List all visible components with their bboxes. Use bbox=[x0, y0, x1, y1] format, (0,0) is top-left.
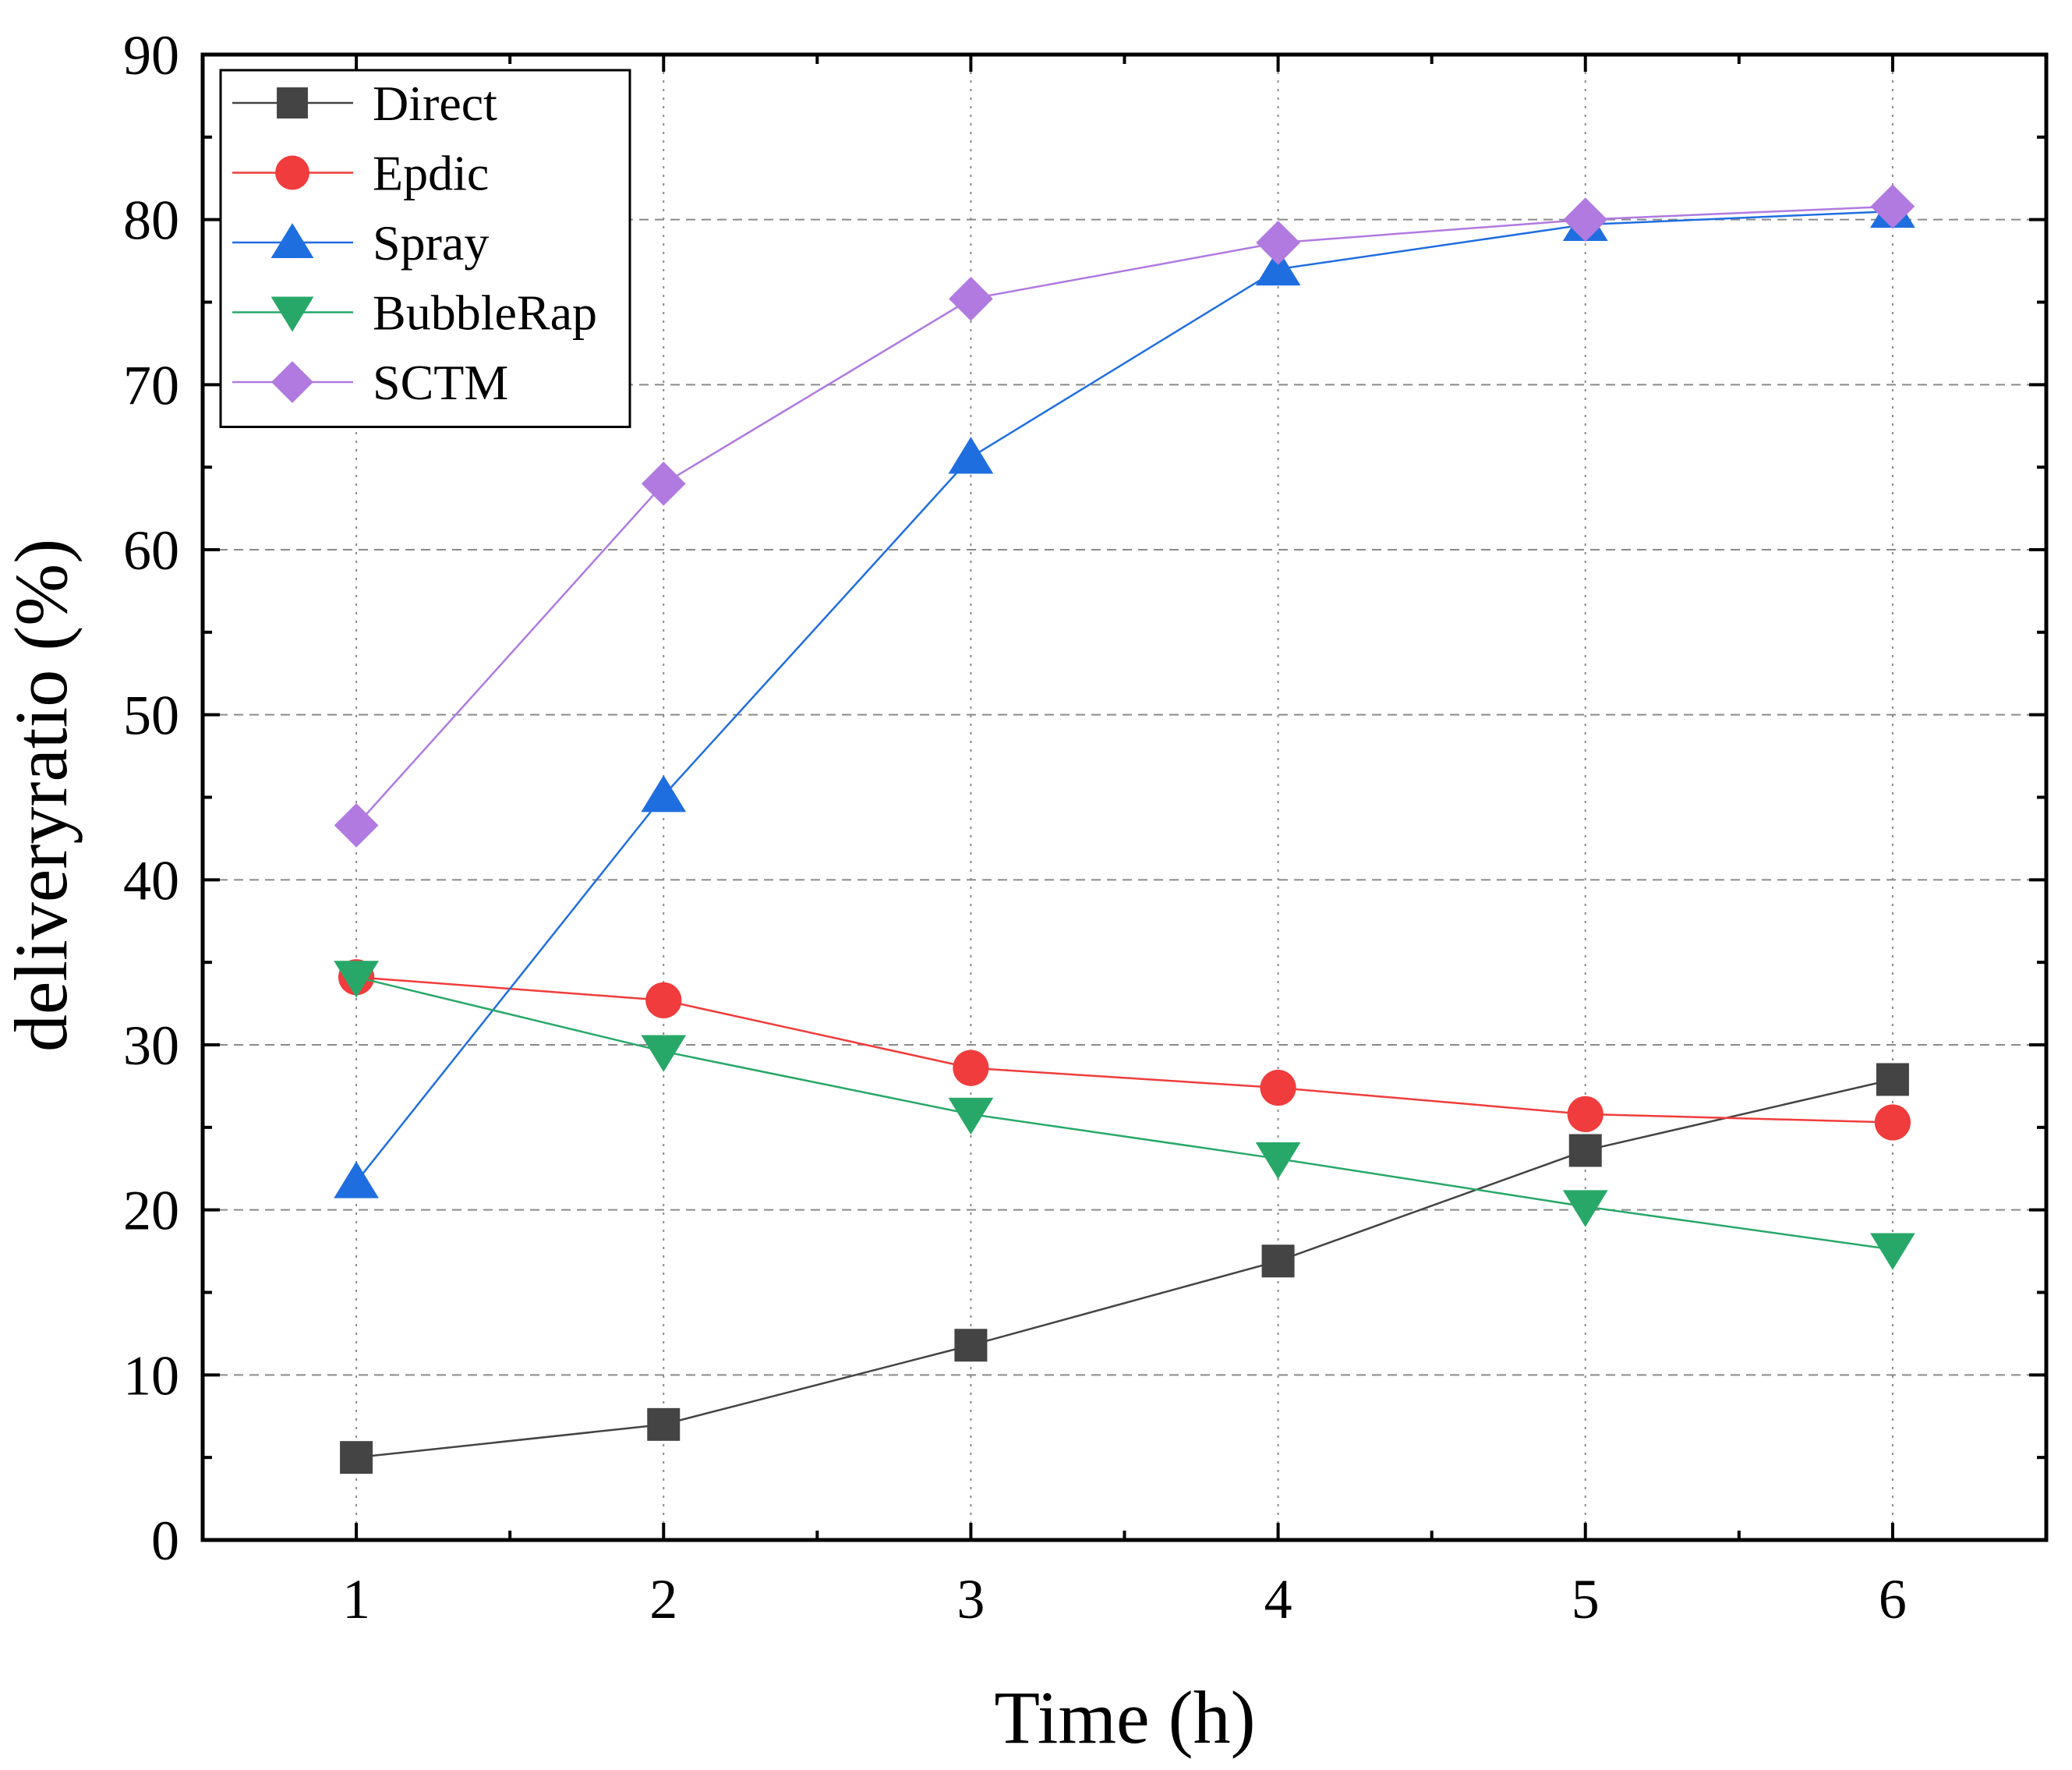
legend-label-sctm: SCTM bbox=[373, 355, 508, 410]
series-sctm bbox=[334, 184, 1915, 848]
x-tick-label: 4 bbox=[1264, 1568, 1292, 1630]
legend-label-bubblerap: BubbleRap bbox=[373, 285, 597, 341]
data-point-epdic bbox=[1567, 1096, 1604, 1132]
data-point-epdic bbox=[953, 1050, 989, 1086]
data-point-direct bbox=[1876, 1063, 1909, 1096]
data-point-bubblerap bbox=[948, 1097, 994, 1135]
series-bubblerap bbox=[334, 961, 1915, 1270]
data-point-sctm bbox=[1563, 197, 1608, 242]
legend-item-epdic: Epdic bbox=[232, 146, 489, 201]
y-tick-label: 90 bbox=[123, 24, 179, 87]
data-point-spray bbox=[948, 437, 994, 474]
legend-label-epdic: Epdic bbox=[373, 146, 489, 201]
legend-marker-direct bbox=[277, 87, 308, 119]
series-line-epdic bbox=[355, 975, 1893, 1124]
series-group bbox=[334, 184, 1915, 1474]
legend-marker-spray bbox=[270, 223, 314, 258]
y-tick-label: 70 bbox=[123, 354, 179, 416]
data-point-direct bbox=[340, 1441, 373, 1474]
data-point-sctm bbox=[1870, 184, 1915, 229]
data-point-sctm bbox=[949, 276, 993, 321]
data-point-bubblerap bbox=[1562, 1190, 1608, 1227]
legend-item-sctm: SCTM bbox=[232, 355, 508, 410]
y-tick-label: 0 bbox=[151, 1510, 179, 1572]
legend-label-direct: Direct bbox=[373, 76, 497, 131]
legend-marker-bubblerap bbox=[270, 296, 314, 332]
x-tick-label: 1 bbox=[342, 1568, 370, 1630]
data-point-direct bbox=[1568, 1134, 1602, 1167]
data-point-direct bbox=[647, 1407, 681, 1441]
legend-item-bubblerap: BubbleRap bbox=[232, 285, 597, 341]
y-tick-label: 50 bbox=[123, 685, 179, 747]
y-tick-label: 60 bbox=[123, 519, 179, 582]
y-axis-title: deliveryratio (%) bbox=[0, 539, 83, 1052]
y-tick-label: 80 bbox=[123, 189, 179, 252]
data-point-bubblerap bbox=[334, 961, 379, 998]
data-point-direct bbox=[1261, 1244, 1295, 1278]
x-tick-label: 6 bbox=[1879, 1568, 1907, 1630]
data-point-sctm bbox=[1256, 220, 1300, 265]
y-tick-label: 20 bbox=[123, 1180, 179, 1242]
series-direct bbox=[340, 1063, 1909, 1474]
legend-marker-epdic bbox=[275, 155, 309, 190]
x-tick-label: 3 bbox=[956, 1568, 985, 1630]
legend: Direct Epdic Spray BubbleRap SCTM bbox=[219, 69, 631, 428]
legend-item-spray: Spray bbox=[232, 215, 489, 271]
x-axis-title: Time (h) bbox=[994, 1676, 1255, 1759]
y-tick-label: 40 bbox=[123, 849, 179, 912]
legend-marker-sctm bbox=[271, 361, 313, 403]
legend-label-spray: Spray bbox=[373, 215, 489, 271]
legend-item-direct: Direct bbox=[232, 76, 497, 131]
x-tick-label: 2 bbox=[649, 1568, 677, 1630]
series-line-spray bbox=[355, 210, 1893, 1183]
x-tick-label: 5 bbox=[1572, 1568, 1600, 1630]
data-point-sctm bbox=[334, 803, 379, 848]
grid bbox=[203, 55, 2046, 1540]
series-line-bubblerap bbox=[355, 976, 1893, 1251]
data-point-epdic bbox=[645, 982, 682, 1018]
y-tick-label: 30 bbox=[123, 1014, 179, 1077]
data-point-direct bbox=[954, 1329, 988, 1362]
data-point-bubblerap bbox=[641, 1035, 687, 1072]
data-point-sctm bbox=[641, 461, 686, 506]
series-line-sctm bbox=[355, 205, 1893, 827]
data-point-spray bbox=[334, 1161, 379, 1198]
series-line-direct bbox=[355, 1078, 1893, 1459]
data-point-epdic bbox=[1874, 1104, 1911, 1141]
data-point-bubblerap bbox=[1870, 1233, 1915, 1270]
data-point-bubblerap bbox=[1255, 1142, 1301, 1180]
y-tick-label: 10 bbox=[123, 1344, 179, 1407]
data-point-spray bbox=[1255, 248, 1301, 286]
data-point-epdic bbox=[1260, 1069, 1296, 1106]
axes: 0 10 20 30 40 50 60 70 80 90 1 2 3 4 5 6 bbox=[123, 24, 2049, 1630]
data-point-spray bbox=[641, 775, 687, 812]
